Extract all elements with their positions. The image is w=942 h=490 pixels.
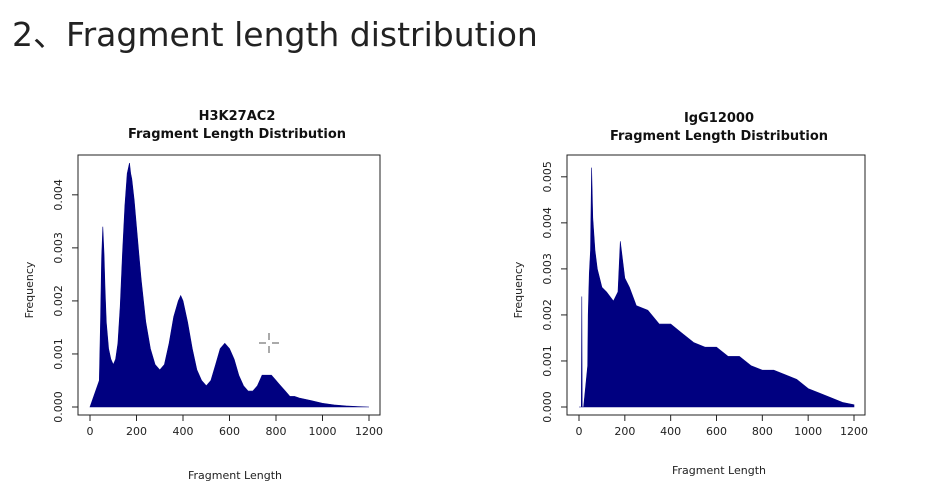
distribution-area <box>89 162 370 408</box>
chart-h3k27ac2-svg: H3K27AC2 Fragment Length Distribution Fr… <box>23 109 383 482</box>
x-tick-label: 1200 <box>840 425 868 438</box>
slide-title: 2、Fragment length distribution <box>12 15 538 54</box>
x-tick-label: 400 <box>173 425 194 438</box>
y-tick-label: 0.004 <box>52 179 65 211</box>
x-tick-label: 200 <box>614 425 635 438</box>
x-tick-label: 1000 <box>794 425 822 438</box>
crosshair-cursor-icon <box>259 333 279 353</box>
x-tick-label: 600 <box>706 425 727 438</box>
y-tick-label: 0.001 <box>541 345 554 377</box>
y-tick-label: 0.003 <box>52 232 65 264</box>
x-tick-label: 1000 <box>309 425 337 438</box>
chart-subtitle: Fragment Length Distribution <box>610 129 828 144</box>
x-axis-label: Fragment Length <box>672 464 766 477</box>
x-axis-label: Fragment Length <box>188 469 282 482</box>
x-tick-label: 400 <box>660 425 681 438</box>
x-tick-label: 0 <box>576 425 583 438</box>
x-tick-label: 200 <box>126 425 147 438</box>
chart-title: IgG12000 <box>684 111 754 126</box>
x-tick-label: 600 <box>219 425 240 438</box>
chart-igg12000-svg: IgG12000 Fragment Length Distribution Fr… <box>512 111 868 477</box>
y-tick-label: 0.005 <box>541 161 554 193</box>
x-tick-label: 800 <box>752 425 773 438</box>
y-axis-label: Frequency <box>23 261 36 318</box>
y-tick-label: 0.000 <box>52 391 65 423</box>
y-tick-label: 0.003 <box>541 253 554 284</box>
y-axis-label: Frequency <box>512 261 525 318</box>
x-tick-label: 800 <box>266 425 287 438</box>
chart-title: H3K27AC2 <box>199 109 276 124</box>
distribution-area <box>579 167 855 408</box>
x-tick-label: 1200 <box>355 425 383 438</box>
chart-subtitle: Fragment Length Distribution <box>128 127 346 142</box>
y-tick-label: 0.002 <box>52 285 65 317</box>
y-tick-label: 0.004 <box>541 207 554 239</box>
y-tick-label: 0.001 <box>52 338 65 370</box>
x-tick-label: 0 <box>87 425 94 438</box>
y-tick-label: 0.000 <box>541 391 554 423</box>
chart-igg12000: IgG12000 Fragment Length Distribution Fr… <box>500 100 900 485</box>
y-tick-label: 0.002 <box>541 299 554 331</box>
chart-h3k27ac2: H3K27AC2 Fragment Length Distribution Fr… <box>10 100 410 485</box>
